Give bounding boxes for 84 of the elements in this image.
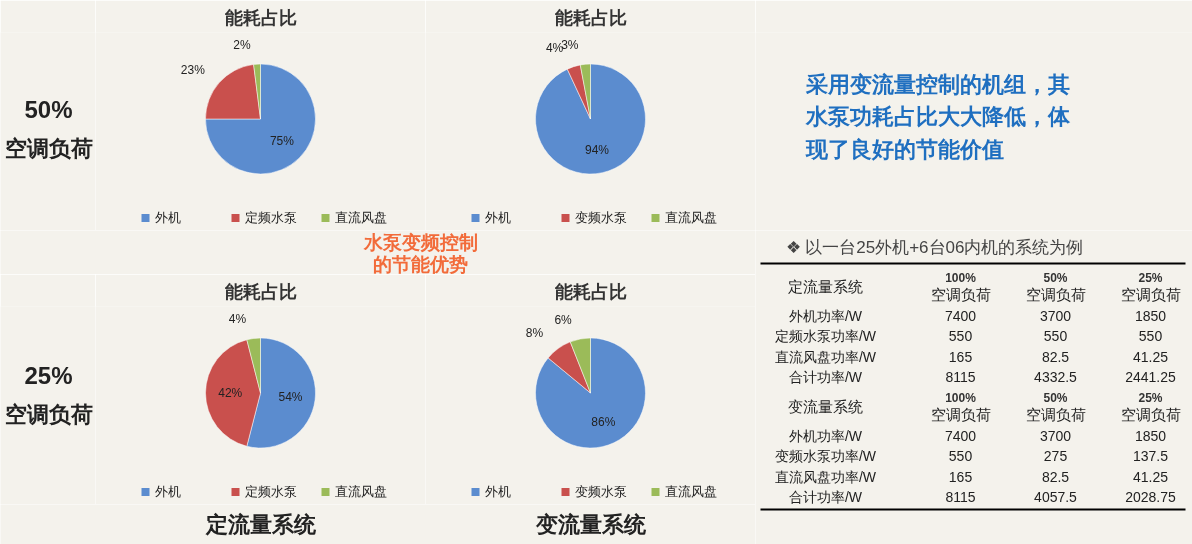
text: 定流量系统 xyxy=(788,278,863,295)
text: 25% xyxy=(1138,390,1163,405)
legend-label: 定频水泵 xyxy=(244,210,297,226)
text: 现了良好的节能价值 xyxy=(804,137,1004,163)
legend-label: 直流风盘 xyxy=(334,484,387,500)
text: 采用变流量控制的机组，其 xyxy=(804,71,1070,97)
text: 外机功率/W xyxy=(788,307,863,324)
text: 水泵功耗占比大大降低，体 xyxy=(804,104,1071,130)
chart-title: 能耗占比 xyxy=(224,7,297,28)
data-label: 42% xyxy=(218,385,243,400)
text: 的节能优势 xyxy=(373,254,468,275)
legend-label: 直流风盘 xyxy=(664,484,717,500)
data-label: 23% xyxy=(180,62,206,77)
data-label: 2% xyxy=(233,37,252,52)
data-label: 75% xyxy=(269,134,295,149)
text: 3700 xyxy=(1039,427,1072,444)
text: ❖ 以一台25外机+6台06内机的系统为例 xyxy=(785,238,1084,257)
text: 变频水泵功率/W xyxy=(774,448,877,464)
data-label: 54% xyxy=(278,389,303,404)
text: 空调负荷 xyxy=(930,286,991,303)
text: 变流量系统 xyxy=(534,512,647,537)
legend-label: 变频水泵 xyxy=(574,484,627,500)
text: 合计功率/W xyxy=(788,489,863,505)
text: 82.5 xyxy=(1041,348,1070,365)
text: 100% xyxy=(945,390,977,405)
text: 1850 xyxy=(1134,307,1167,324)
text: 空调负荷 xyxy=(930,406,991,423)
text: 3700 xyxy=(1039,307,1072,324)
text: 2441.25 xyxy=(1125,369,1177,385)
text: 25% xyxy=(1138,270,1163,285)
data-label: 4% xyxy=(228,312,247,327)
legend-label: 直流风盘 xyxy=(664,210,717,226)
text: 550 xyxy=(948,328,973,344)
data-label: 86% xyxy=(591,414,616,429)
data-label: 6% xyxy=(554,312,573,327)
text: 空调负荷 xyxy=(4,401,93,427)
text: 50% xyxy=(1043,390,1068,405)
text: 8115 xyxy=(945,369,976,385)
text: 空调负荷 xyxy=(4,136,93,162)
text: 165 xyxy=(948,468,973,485)
chart-title: 能耗占比 xyxy=(554,281,627,302)
legend-label: 定频水泵 xyxy=(244,484,297,500)
text: 变流量系统 xyxy=(788,398,863,415)
text: 定频水泵功率/W xyxy=(774,328,877,344)
legend-label: 外机 xyxy=(154,210,181,226)
text: 空调负荷 xyxy=(1025,406,1086,423)
text: 空调负荷 xyxy=(1025,286,1086,303)
text: 7400 xyxy=(944,427,977,444)
text: 7400 xyxy=(944,307,977,324)
legend-label: 外机 xyxy=(484,210,511,226)
chart-title: 能耗占比 xyxy=(224,281,297,302)
text: 4057.5 xyxy=(1034,489,1078,505)
text: 275 xyxy=(1043,448,1068,464)
text: 8115 xyxy=(945,489,976,505)
text: 41.25 xyxy=(1132,468,1169,485)
chart-title: 能耗占比 xyxy=(554,7,627,28)
text: 82.5 xyxy=(1041,468,1070,485)
legend-label: 外机 xyxy=(154,484,181,500)
text: 50% xyxy=(1043,270,1068,285)
text: 空调负荷 xyxy=(1120,286,1181,303)
text: 165 xyxy=(948,348,973,365)
text: 550 xyxy=(1138,328,1163,344)
text: 2028.75 xyxy=(1125,489,1177,505)
text: 550 xyxy=(948,448,973,464)
data-label: 94% xyxy=(585,142,610,157)
text: 50% xyxy=(24,96,73,124)
text: 合计功率/W xyxy=(788,369,863,385)
text: 1850 xyxy=(1134,427,1167,444)
legend-label: 变频水泵 xyxy=(574,210,627,226)
text: 137.5 xyxy=(1132,448,1169,464)
text: 水泵变频控制 xyxy=(362,232,478,253)
text: 直流风盘功率/W xyxy=(774,348,877,365)
text: 550 xyxy=(1043,328,1068,344)
text: 4332.5 xyxy=(1034,369,1078,385)
data-label: 8% xyxy=(525,325,544,340)
text: 100% xyxy=(945,270,977,285)
text: 41.25 xyxy=(1132,348,1169,365)
legend-label: 直流风盘 xyxy=(334,210,387,226)
legend-label: 外机 xyxy=(484,484,511,500)
text: 直流风盘功率/W xyxy=(774,468,877,485)
text: 25% xyxy=(24,361,73,389)
text: 空调负荷 xyxy=(1120,406,1181,423)
text: 外机功率/W xyxy=(788,427,863,444)
text: 定流量系统 xyxy=(204,512,317,537)
